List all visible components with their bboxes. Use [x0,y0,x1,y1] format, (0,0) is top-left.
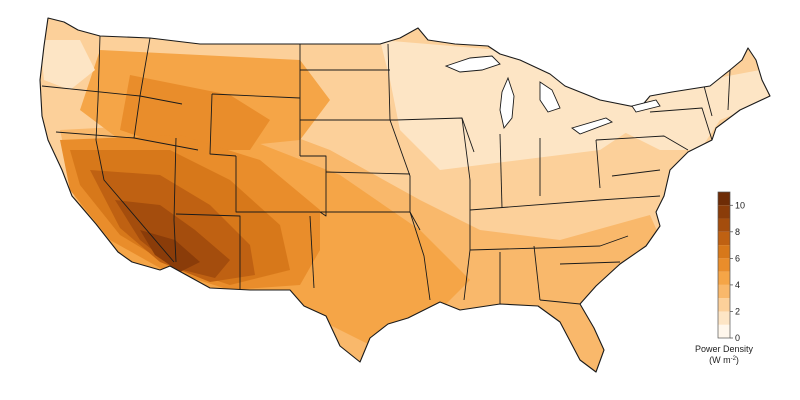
legend-bin-3 [718,284,730,299]
legend-bin-1 [718,311,730,325]
great-lakes [444,55,661,135]
legend-units-close: ) [736,355,739,365]
legend-bin-8 [718,218,730,232]
legend-bin-4 [718,271,730,285]
lake-huron [539,81,561,113]
legend-colorbar [718,192,730,338]
legend-bin-6 [718,245,730,259]
legend-units-exp: -2 [731,356,737,362]
legend-tick-label-2: 2 [735,306,740,316]
lake-superior [444,55,501,73]
legend-tick-label-8: 8 [735,227,740,237]
lake-michigan [499,76,515,130]
legend-bin-2 [718,298,730,312]
lake-erie [571,117,613,135]
legend-tick-label-4: 4 [735,280,740,290]
legend-bin-9 [718,205,730,219]
legend-bin-7 [718,231,730,246]
legend-bin-5 [718,258,730,272]
legend-bin-0 [718,324,730,338]
legend-tick-label-6: 6 [735,253,740,263]
state-borders [41,35,731,305]
legend-frame [717,191,731,339]
legend-units: (W m-2) [709,355,739,365]
legend-bin-10 [718,192,730,206]
legend-title: Power Density [695,344,754,354]
legend-tick-label-0: 0 [735,333,740,343]
legend-units-main: (W m [709,355,731,365]
legend-tick-label-10: 10 [735,200,745,210]
legend-ticks: 0 2 4 6 8 10 [730,200,745,343]
legend: 0 2 4 6 8 10 Power Density (W m-2) [695,191,754,365]
lake-ontario [631,99,661,113]
